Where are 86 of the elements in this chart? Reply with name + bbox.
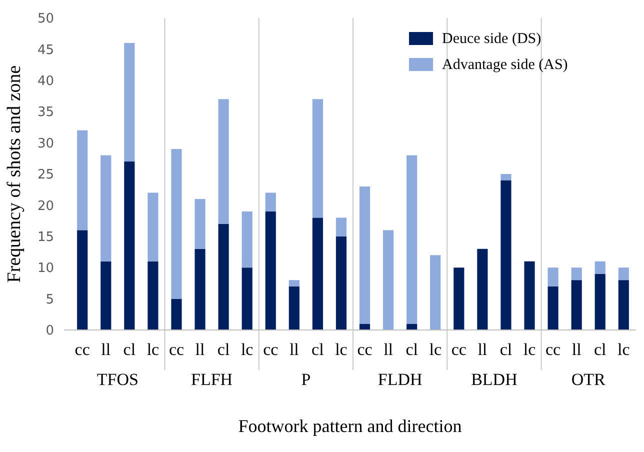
- y-tick-label: 35: [37, 105, 54, 120]
- x-tick-label: ll: [195, 340, 206, 359]
- x-axis-title: Footwork pattern and direction: [238, 416, 462, 436]
- x-tick-label: ll: [384, 340, 394, 359]
- bar: [312, 218, 323, 330]
- bar: [218, 99, 229, 224]
- bar: [618, 280, 629, 330]
- x-tick-label: cc: [263, 340, 279, 359]
- bar: [548, 268, 558, 286]
- bar: [359, 186, 370, 324]
- y-tick-label: 0: [46, 324, 54, 339]
- bar: [265, 192, 276, 212]
- y-tick-label: 25: [37, 168, 54, 183]
- bar: [288, 286, 300, 330]
- bar: [265, 211, 276, 330]
- x-tick-label: cc: [545, 340, 562, 359]
- x-tick-label: cl: [312, 340, 324, 359]
- bar: [148, 192, 158, 262]
- text: FLFH: [191, 370, 233, 389]
- bar: [100, 155, 112, 262]
- x-tick-label: ll: [101, 340, 111, 359]
- bar: [77, 230, 88, 330]
- x-tick-label: cc: [357, 340, 373, 359]
- bar: [477, 248, 488, 330]
- text: OTR: [571, 370, 606, 389]
- text: TFOS: [96, 370, 138, 389]
- x-tick-label: ll: [478, 340, 488, 359]
- text: BLDH: [471, 370, 518, 389]
- x-tick-label: lc: [335, 340, 348, 359]
- bar: [571, 280, 582, 330]
- text: P: [301, 370, 311, 389]
- x-tick-label: lc: [618, 340, 630, 359]
- bar: [430, 255, 441, 330]
- bar: [288, 280, 300, 286]
- y-tick-label: 20: [37, 198, 54, 214]
- bar: [594, 261, 606, 274]
- y-tick-label: 30: [37, 136, 54, 152]
- bar: [194, 248, 206, 330]
- x-tick-label: lc: [240, 340, 254, 359]
- y-tick-label: 5: [46, 292, 54, 308]
- bar: [124, 162, 135, 330]
- bar: [571, 268, 582, 280]
- x-tick-label: cc: [451, 340, 467, 359]
- bar: [242, 268, 252, 330]
- bar: [312, 99, 323, 218]
- bar: [148, 261, 158, 330]
- bar: [548, 286, 558, 330]
- x-tick-label: ll: [289, 340, 300, 359]
- bar: [171, 298, 182, 330]
- bar: [194, 198, 206, 249]
- bar: [406, 155, 418, 324]
- legend-label: Deuce side (DS): [442, 31, 542, 47]
- y-tick-label: 45: [37, 42, 54, 58]
- x-tick-label: cl: [406, 340, 418, 359]
- bar: [594, 274, 606, 330]
- bar: [500, 174, 512, 180]
- bar: [336, 236, 347, 330]
- x-tick-label: lc: [146, 340, 160, 359]
- bar: [500, 180, 512, 330]
- x-tick-label: cl: [123, 340, 136, 359]
- bar: [242, 211, 252, 268]
- x-tick-label: cc: [168, 340, 184, 359]
- legend-label: Advantage side (AS): [442, 57, 568, 73]
- x-tick-label: ll: [572, 340, 582, 359]
- x-tick-label: cl: [594, 340, 607, 359]
- bar: [218, 224, 229, 330]
- x-tick-label: cl: [217, 340, 230, 359]
- y-tick-label: 10: [37, 261, 54, 276]
- y-tick-label: 50: [37, 12, 54, 27]
- bar: [124, 42, 135, 162]
- bar: [383, 230, 394, 330]
- bar: [171, 149, 182, 299]
- y-tick-label: 40: [37, 74, 54, 89]
- bar: [100, 261, 112, 330]
- bar: [77, 130, 88, 230]
- bar: [454, 268, 464, 330]
- bar: [618, 268, 629, 280]
- x-tick-label: lc: [523, 340, 536, 359]
- x-tick-label: cl: [500, 340, 512, 359]
- x-tick-label: lc: [429, 340, 442, 359]
- y-axis-title: Frequency of shots and zone: [4, 65, 25, 283]
- bar: [524, 261, 535, 330]
- y-tick-label: 15: [37, 230, 54, 245]
- bar: [336, 218, 347, 236]
- text: FLDH: [378, 370, 422, 389]
- x-tick-label: cc: [74, 340, 90, 359]
